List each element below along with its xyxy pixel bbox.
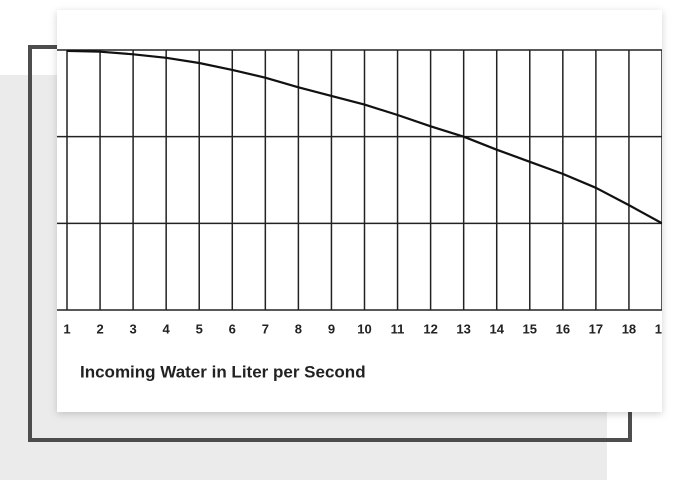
card	[57, 10, 662, 412]
x-tick-label: 8	[295, 321, 302, 336]
line-series	[66, 49, 662, 225]
x-tick-label: 1	[63, 321, 70, 336]
x-tick-label: 4	[163, 321, 171, 336]
x-tick-label: 16	[556, 321, 570, 336]
x-tick-label: 17	[589, 321, 603, 336]
x-tick-label: 14	[489, 321, 504, 336]
x-tick-label: 5	[196, 321, 203, 336]
x-tick-label: 10	[357, 321, 371, 336]
x-tick-label: 13	[456, 321, 470, 336]
x-tick-label: 7	[262, 321, 269, 336]
x-tick-label: 2	[96, 321, 103, 336]
x-tick-label: 6	[229, 321, 236, 336]
x-tick-label: 18	[622, 321, 636, 336]
x-tick-label: 19	[655, 321, 669, 336]
x-tick-label: 3	[129, 321, 136, 336]
x-tick-label: 11	[391, 321, 405, 336]
x-axis-label: Incoming Water in Liter per Second	[80, 362, 366, 381]
x-tick-label: 15	[523, 321, 537, 336]
x-tick-label: 9	[328, 321, 335, 336]
x-tick-label: 12	[423, 321, 437, 336]
